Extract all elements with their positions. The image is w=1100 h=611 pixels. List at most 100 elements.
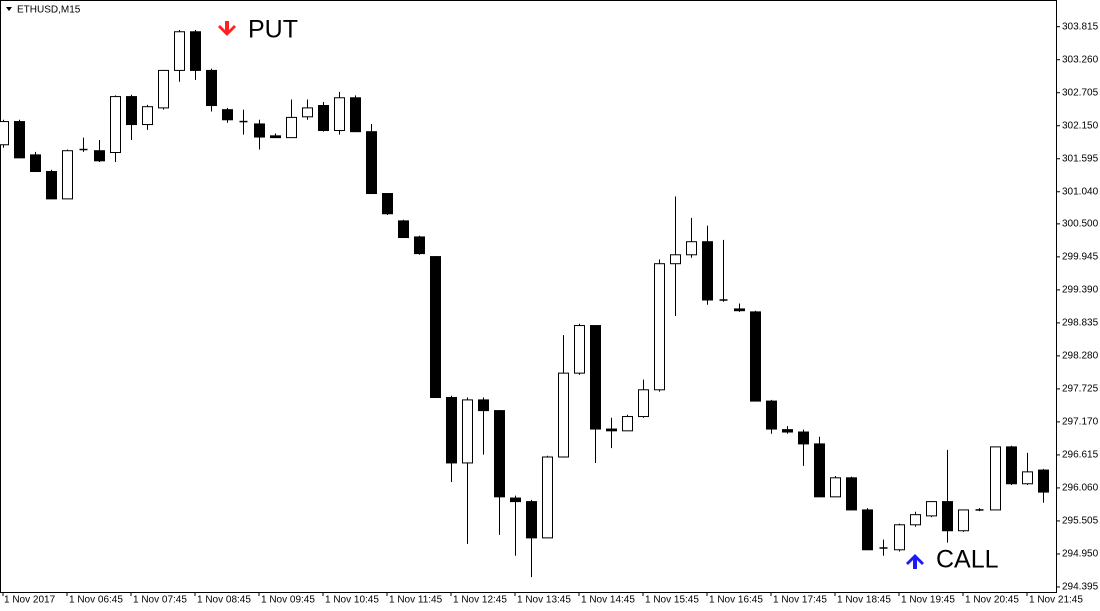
candle-body [0, 121, 9, 146]
y-tick-label: 296.060 [1062, 483, 1099, 494]
y-tick-label: 299.945 [1062, 252, 1099, 263]
candle-body [926, 501, 937, 517]
candle-body [590, 325, 601, 430]
y-tick-label: 302.705 [1062, 87, 1099, 98]
x-tick-label: 1 Nov 16:45 [709, 595, 763, 606]
x-tick-label: 1 Nov 14:45 [581, 595, 635, 606]
candle-body [734, 308, 745, 312]
candle-body [14, 121, 25, 159]
y-tick-label: 299.390 [1062, 285, 1099, 296]
candle-body [622, 416, 633, 432]
candle-body [798, 431, 809, 445]
y-tick-label: 297.725 [1062, 384, 1099, 395]
candle-body [318, 105, 329, 131]
candle-body [206, 69, 217, 107]
y-tick-label: 303.815 [1062, 21, 1099, 32]
candle-body [830, 477, 841, 498]
candle-body [670, 254, 681, 265]
candle-body [782, 429, 793, 433]
candle-body [846, 477, 857, 511]
candle-body [286, 116, 297, 139]
x-tick-label: 1 Nov 15:45 [645, 595, 699, 606]
x-tick-label: 1 Nov 19:45 [901, 595, 955, 606]
x-tick-label: 1 Nov 12:45 [453, 595, 507, 606]
candle-body [702, 241, 713, 301]
candle-body [366, 131, 377, 195]
y-tick-label: 300.500 [1062, 219, 1099, 230]
candle-body [222, 109, 233, 121]
annotation-text: PUT [248, 16, 298, 44]
candle-body [942, 501, 953, 532]
candle-body [446, 397, 457, 464]
candle-body [638, 389, 649, 418]
candle-body [1038, 469, 1049, 493]
candle-body [814, 443, 825, 498]
candle-body [686, 241, 697, 256]
annotation-arrow [218, 21, 236, 36]
candle-body [414, 236, 425, 255]
candle-body [302, 107, 313, 118]
x-tick-label: 1 Nov 21:45 [1029, 595, 1083, 606]
candle-body [254, 123, 265, 138]
candle-body [158, 69, 169, 109]
candle-body [510, 497, 521, 503]
x-tick-label: 1 Nov 2017 [4, 595, 56, 606]
x-tick-label: 1 Nov 20:45 [965, 595, 1019, 606]
candle-body [46, 171, 57, 200]
candle-body [350, 97, 361, 133]
candle-body [990, 446, 1001, 511]
candle-body [270, 135, 281, 139]
candle-body [606, 428, 617, 432]
annotation-text: CALL [936, 546, 999, 574]
y-tick-label: 298.835 [1062, 318, 1099, 329]
x-tick-label: 1 Nov 08:45 [197, 595, 251, 606]
y-tick-label: 302.150 [1062, 120, 1099, 131]
x-tick-label: 1 Nov 18:45 [837, 595, 891, 606]
candle-body [334, 97, 345, 131]
candle-body [174, 31, 185, 71]
candle-body [654, 263, 665, 391]
x-tick-label: 1 Nov 09:45 [261, 595, 315, 606]
candle-body [1006, 446, 1017, 485]
y-tick-label: 294.395 [1062, 582, 1099, 593]
y-tick-label: 298.280 [1062, 351, 1099, 362]
candle-body [110, 96, 121, 153]
candle-body [494, 410, 505, 498]
candle-body [190, 31, 201, 71]
annotation-arrow [906, 554, 924, 569]
candle-body [862, 509, 873, 551]
y-tick-label: 297.170 [1062, 417, 1099, 428]
y-tick-label: 296.615 [1062, 450, 1099, 461]
candle-body [1022, 471, 1033, 485]
candle-body [766, 400, 777, 430]
candle-body [574, 325, 585, 374]
candle-body [462, 399, 473, 464]
candle-body [478, 399, 489, 412]
x-tick-label: 1 Nov 13:45 [517, 595, 571, 606]
x-tick-label: 1 Nov 17:45 [773, 595, 827, 606]
candle-body [30, 154, 41, 173]
candle-body [958, 509, 969, 532]
candle-body [398, 220, 409, 239]
candle-body [62, 150, 73, 200]
x-tick-label: 1 Nov 06:45 [69, 595, 123, 606]
candle-body [126, 96, 137, 126]
y-tick-label: 303.260 [1062, 54, 1099, 65]
candle-body [542, 456, 553, 539]
x-tick-label: 1 Nov 11:45 [389, 595, 443, 606]
plot-frame [0, 0, 1057, 593]
candle-body [430, 256, 441, 399]
chart-title: ETHUSD,M15 [17, 5, 81, 16]
y-tick-label: 301.595 [1062, 153, 1099, 164]
x-tick-label: 1 Nov 10:45 [325, 595, 379, 606]
candle-body [910, 514, 921, 526]
candle-body [750, 311, 761, 402]
candle-body [382, 193, 393, 215]
y-tick-label: 301.040 [1062, 186, 1099, 197]
candle-body [94, 150, 105, 162]
menu-triangle [6, 7, 12, 11]
candle-body [526, 501, 537, 539]
y-tick-label: 294.950 [1062, 549, 1099, 560]
